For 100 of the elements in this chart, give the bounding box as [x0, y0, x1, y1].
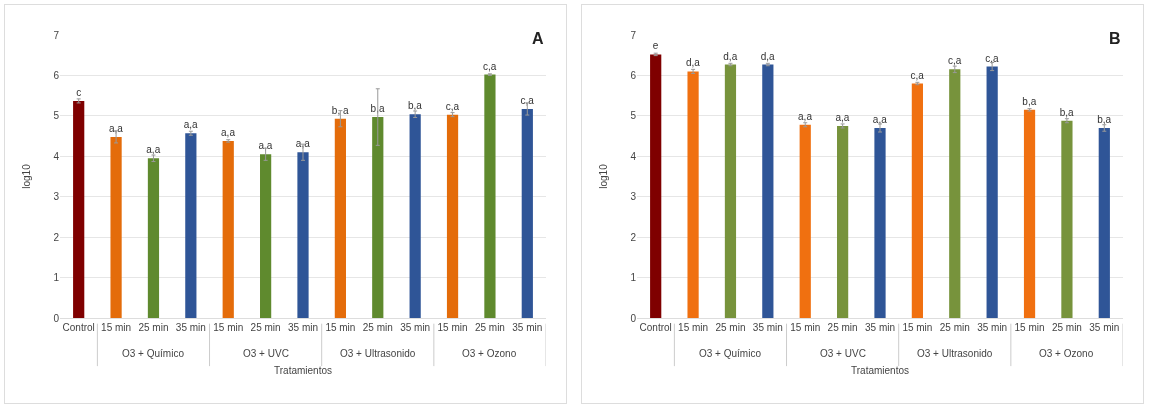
x-tick-label: 25 min: [474, 322, 505, 333]
data-label: a,a: [835, 111, 850, 123]
y-tick-label: 3: [630, 191, 637, 203]
y-tick-label: 0: [630, 312, 637, 324]
bar: [147, 158, 160, 318]
bar: [334, 118, 346, 318]
y-tick-label: 7: [53, 29, 60, 41]
y-tick-label: 2: [53, 231, 60, 243]
bar: [372, 117, 384, 318]
data-label: b, a: [331, 104, 349, 116]
y-tick-label: 3: [53, 191, 60, 203]
data-label: c,a: [520, 94, 535, 106]
data-label: c,a: [483, 60, 497, 72]
y-tick-label: 5: [630, 110, 637, 122]
data-label: a,a: [798, 110, 813, 122]
bar: [446, 114, 459, 318]
x-tick-label: 25 min: [939, 322, 970, 333]
y-tick-label: 5: [53, 110, 60, 122]
y-tick-label: 1: [630, 272, 637, 284]
data-label: e: [652, 40, 659, 52]
data-label: c: [76, 86, 82, 98]
x-tick-label: 25 min: [715, 322, 746, 333]
text: O3 + Ultrasonido: [917, 348, 993, 359]
y-tick-label: 1: [53, 272, 60, 284]
x-tick-label: 35 min: [977, 322, 1008, 333]
x-tick-label: 35 min: [752, 322, 783, 333]
data-label: b,a: [1022, 95, 1037, 107]
bar: [986, 66, 998, 318]
x-axis-title: Tratamientos: [851, 364, 909, 376]
bar: [1098, 127, 1110, 318]
x-tick-label: 15 min: [325, 322, 356, 333]
text: O3 + Ozono: [1039, 348, 1094, 359]
x-tick-label: 15 min: [790, 322, 821, 333]
bar: [687, 71, 699, 318]
x-tick-label: 25 min: [362, 322, 393, 333]
data-label: a,a: [295, 138, 311, 150]
x-tick-label: 15 min: [101, 322, 132, 333]
text: O3 + Ozono: [462, 348, 517, 359]
bar: [874, 127, 886, 318]
text: O3 + Ultrasonido: [340, 348, 416, 359]
bar: [110, 136, 122, 318]
data-label: a,a: [146, 144, 161, 156]
x-tick-label: 25 min: [250, 322, 281, 333]
y-tick-label: 7: [630, 29, 637, 41]
bar: [260, 154, 272, 318]
text: O3 + Químico: [122, 348, 185, 359]
bar: [521, 108, 533, 318]
text: O3 + UVC: [820, 348, 866, 359]
data-label: b,a: [1097, 113, 1112, 125]
data-label: a,a: [221, 126, 236, 138]
bar: [297, 152, 309, 318]
bar: [911, 83, 923, 318]
y-tick-label: 6: [630, 69, 637, 81]
x-tick-label: 25 min: [827, 322, 858, 333]
bar: [1023, 109, 1036, 318]
y-tick-label: 4: [53, 150, 60, 162]
bar: [185, 133, 197, 318]
data-label: c,a: [910, 69, 925, 81]
chart-title: B: [1109, 30, 1121, 48]
y-tick-label: 2: [630, 231, 637, 243]
bar: [799, 124, 811, 318]
y-axis-title: log10: [598, 163, 609, 189]
x-axis-title: Tratamientos: [274, 364, 332, 376]
data-label: b,a: [370, 103, 385, 115]
x-tick-label: 15 min: [1014, 322, 1045, 333]
x-tick-label: 35 min: [175, 322, 206, 333]
bar: [762, 64, 774, 318]
x-tick-label: 15 min: [213, 322, 244, 333]
bar: [1061, 120, 1073, 318]
y-tick-label: 0: [53, 312, 60, 324]
x-tick-label: 35 min: [512, 322, 543, 333]
x-tick-label: 35 min: [400, 322, 431, 333]
bar: [409, 114, 421, 318]
data-label: a,a: [872, 113, 888, 125]
x-tick-label: 15 min: [437, 322, 468, 333]
data-label: a,a: [258, 140, 273, 152]
x-tick-label: Control: [62, 322, 95, 333]
data-label: d,a: [760, 50, 776, 62]
bar: [949, 69, 961, 318]
x-tick-label: 35 min: [1089, 322, 1120, 333]
x-tick-label: 15 min: [678, 322, 709, 333]
data-label: b,a: [1059, 106, 1075, 118]
bar: [650, 54, 662, 318]
x-tick-label: 35 min: [864, 322, 896, 333]
x-tick-label: 15 min: [902, 322, 933, 333]
y-tick-label: 4: [630, 150, 637, 162]
x-tick-label: 35 min: [287, 322, 319, 333]
text: O3 + UVC: [243, 348, 289, 359]
chart-title: A: [532, 30, 544, 48]
bar: [837, 125, 849, 318]
bar: [222, 140, 234, 318]
data-label: b,a: [407, 100, 423, 112]
data-label: d,a: [685, 57, 701, 69]
x-tick-label: Control: [639, 322, 672, 333]
data-label: a,a: [108, 122, 124, 134]
bar: [484, 74, 496, 318]
data-label: c,a: [445, 100, 460, 112]
bar: [73, 100, 85, 318]
y-tick-label: 6: [53, 69, 60, 81]
data-label: c,a: [947, 55, 962, 67]
